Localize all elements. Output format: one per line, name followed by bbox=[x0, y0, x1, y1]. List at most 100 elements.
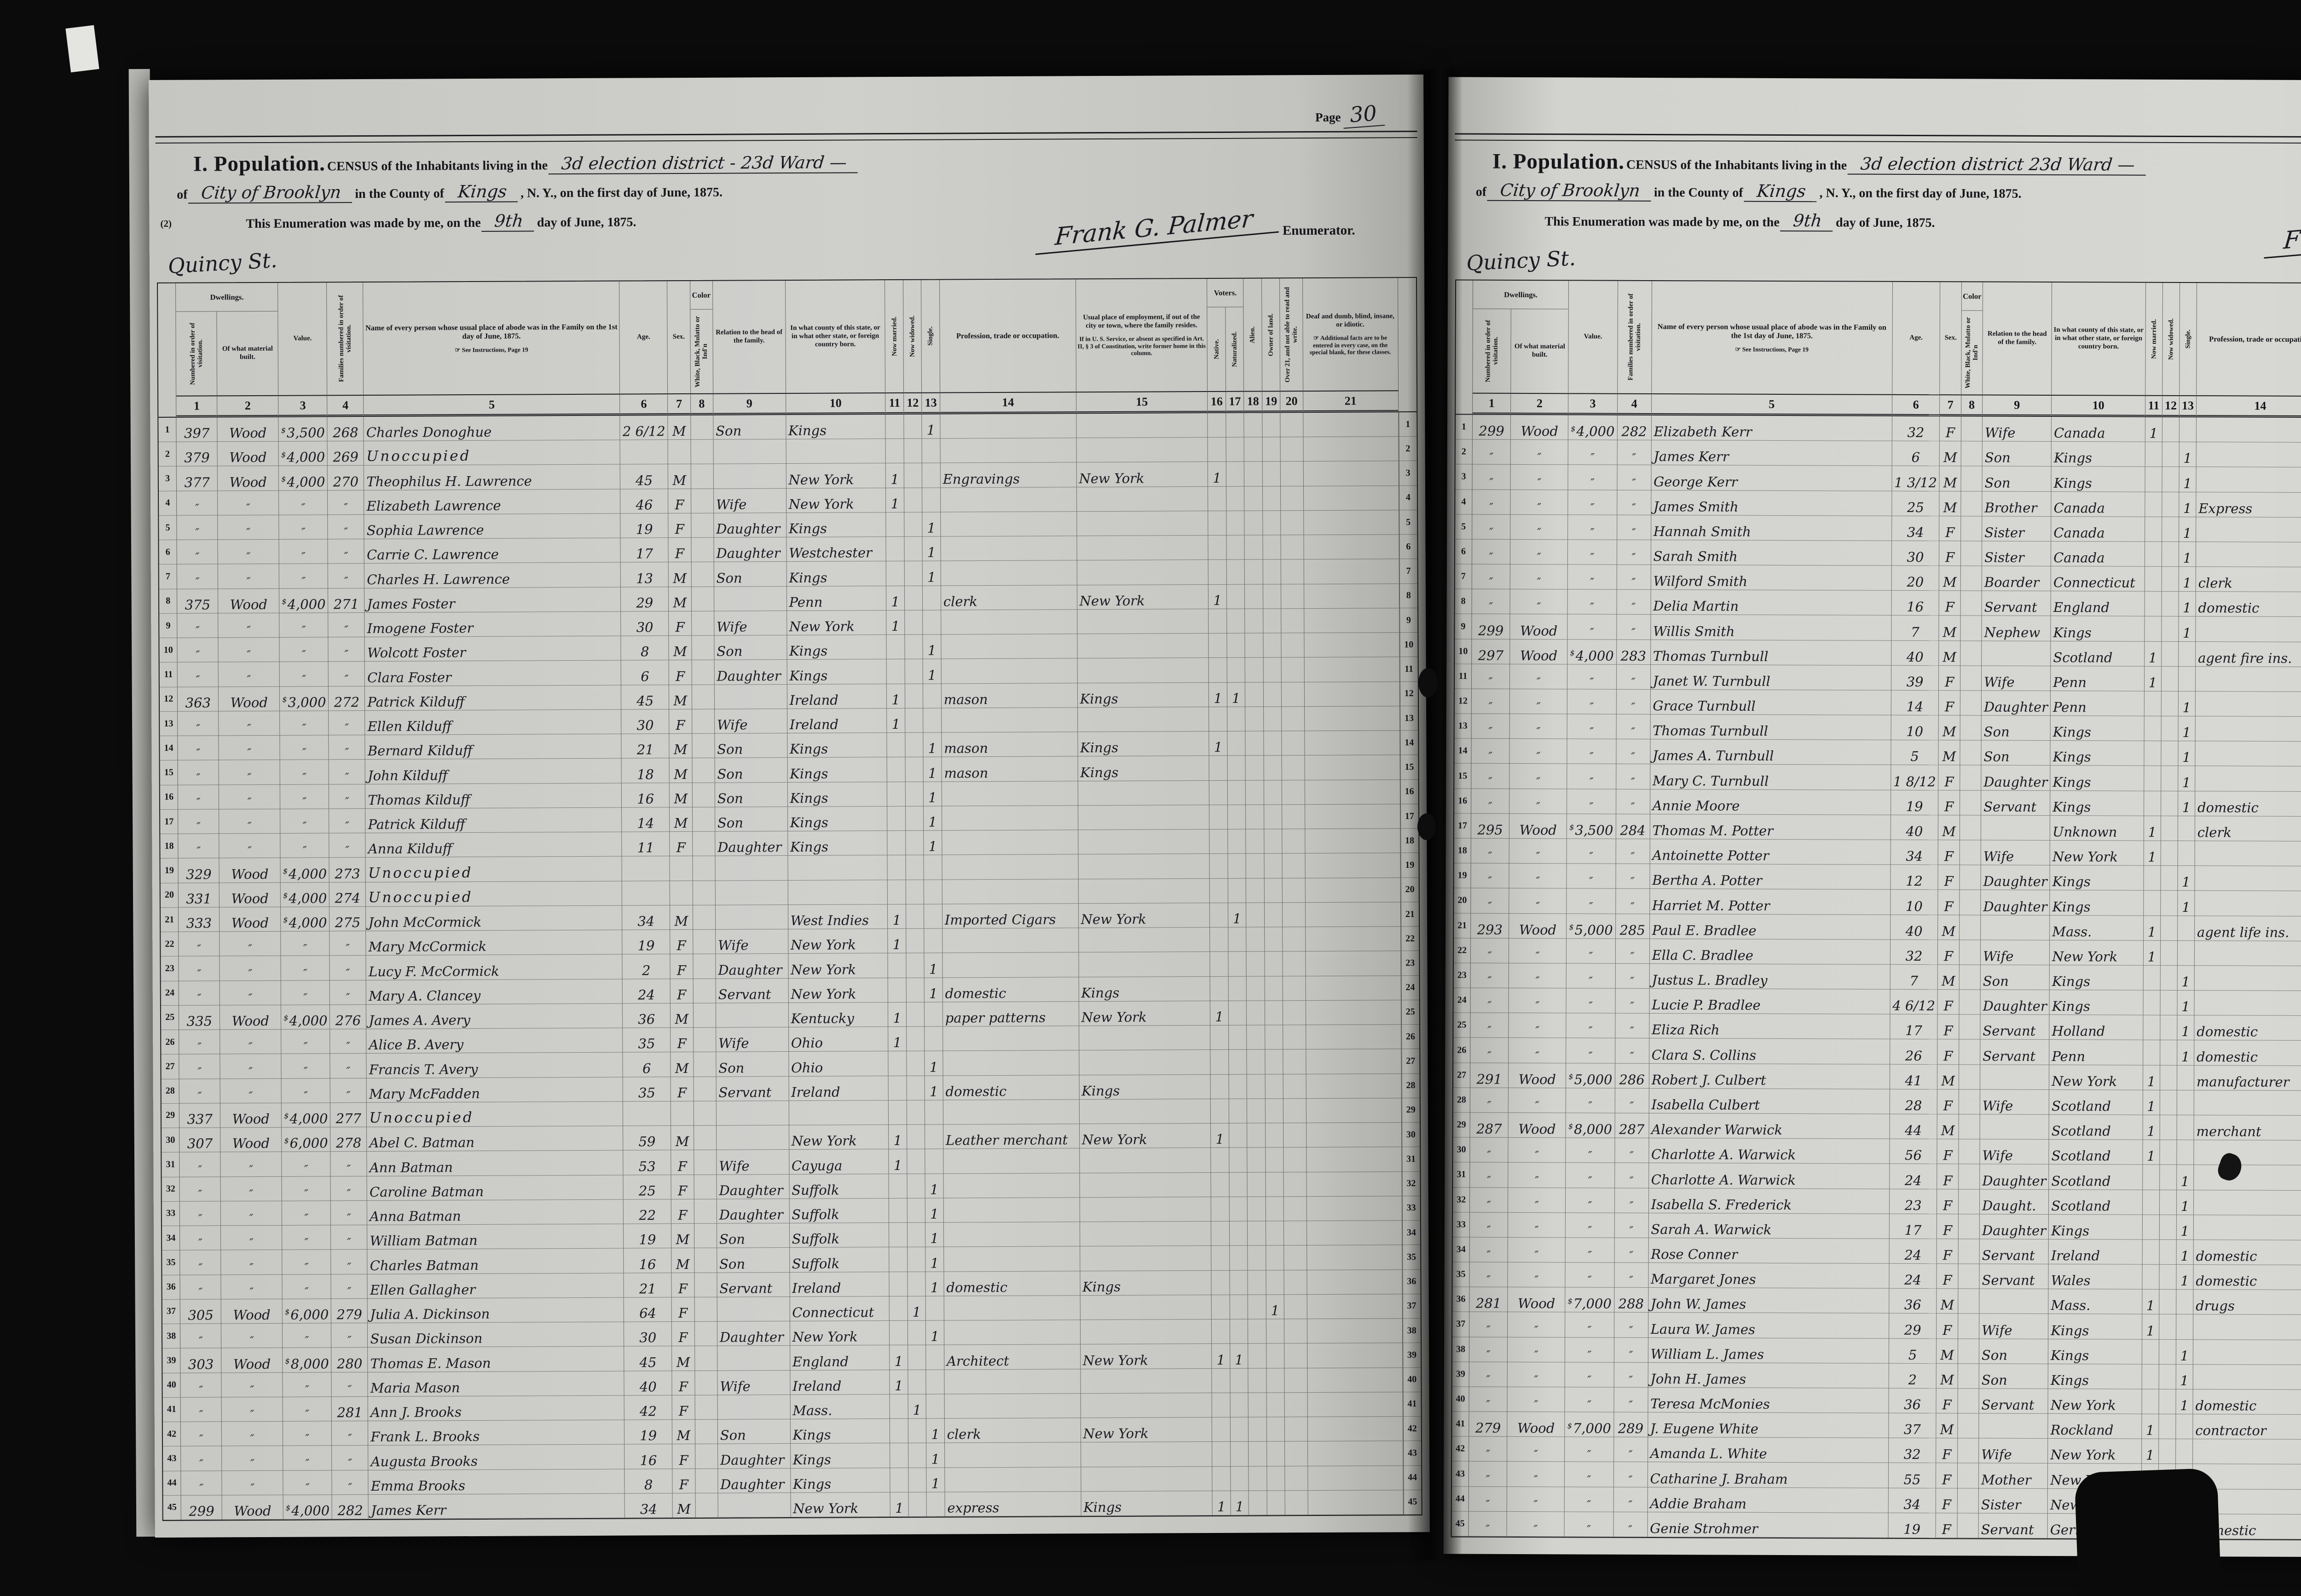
table-cell bbox=[1263, 535, 1281, 560]
table-cell: 1 bbox=[924, 978, 943, 1003]
table-cell: Daughter bbox=[717, 1174, 790, 1199]
table-cell: ″ bbox=[281, 1029, 330, 1054]
table-cell: 275 bbox=[330, 906, 366, 932]
table-cell bbox=[1226, 560, 1245, 585]
handwritten-entry: 1 bbox=[930, 1279, 939, 1296]
handwritten-entry: 1 bbox=[2183, 475, 2192, 491]
column-header-label: ☞ See Instructions, Page 19 bbox=[1735, 346, 1809, 353]
table-cell: ″ bbox=[177, 491, 218, 516]
handwritten-entry: ″ bbox=[1535, 999, 1540, 1013]
row-number: 1 bbox=[158, 417, 177, 443]
handwritten-entry: New York bbox=[788, 496, 854, 512]
column-number: 18 bbox=[1244, 392, 1263, 413]
handwritten-entry: 282 bbox=[1621, 423, 1647, 440]
column-number: 5 bbox=[1651, 394, 1892, 416]
table-cell bbox=[1283, 1172, 1307, 1197]
table-cell bbox=[789, 1100, 889, 1126]
handwritten-entry: Daughter bbox=[717, 839, 782, 856]
table-cell: 19 bbox=[1888, 1513, 1937, 1538]
handwritten-entry: ″ bbox=[1590, 700, 1594, 714]
handwritten-entry: F bbox=[676, 717, 685, 733]
handwritten-entry: Kings bbox=[1082, 1279, 1121, 1295]
table-cell: ″ bbox=[1567, 664, 1617, 690]
cell-name: Clara S. Collins bbox=[1649, 1038, 1890, 1065]
handwritten-entry: ″ bbox=[1628, 1473, 1633, 1487]
table-cell: ″ bbox=[1509, 1038, 1567, 1063]
handwritten-entry: $5,000 bbox=[1568, 1072, 1613, 1088]
table-cell bbox=[1244, 413, 1263, 438]
column-header-label: Value. bbox=[1584, 333, 1602, 340]
handwritten-entry: ″ bbox=[1629, 1224, 1634, 1237]
handwritten-entry: 44 bbox=[1905, 1123, 1922, 1139]
handwritten-entry: domestic bbox=[2195, 1398, 2257, 1414]
row-number: 42 bbox=[162, 1422, 181, 1447]
handwritten-entry: 21 bbox=[636, 742, 654, 758]
table-cell: 14 bbox=[622, 807, 670, 832]
table-cell: 1 bbox=[1231, 1491, 1249, 1515]
column-header-label: Profession, trade or occupation. bbox=[2209, 334, 2301, 344]
table-cell: Kings bbox=[2048, 1214, 2143, 1240]
table-cell: 1 bbox=[1208, 462, 1226, 487]
table-cell: Westchester bbox=[786, 537, 887, 562]
table-cell: 7 bbox=[1890, 964, 1938, 990]
column-header-label: Numbered in order of visitation. bbox=[189, 323, 204, 385]
table-cell bbox=[1228, 854, 1247, 879]
column-header-label: Sex. bbox=[1944, 334, 1957, 342]
table-cell bbox=[1281, 584, 1304, 609]
handwritten-entry: ″ bbox=[1587, 1324, 1592, 1337]
table-cell: ″ bbox=[179, 1176, 221, 1202]
row-number: 18 bbox=[160, 834, 179, 859]
table-cell: 40 bbox=[624, 1371, 672, 1396]
table-cell bbox=[2194, 1165, 2301, 1191]
handwritten-entry: M bbox=[673, 570, 687, 586]
table-cell: $4,000 bbox=[279, 588, 329, 613]
handwritten-entry: Patrick Kilduff bbox=[367, 693, 465, 710]
handwritten-entry: ″ bbox=[247, 673, 251, 686]
table-cell: ″ bbox=[331, 1225, 368, 1250]
table-cell bbox=[1980, 1114, 2049, 1140]
table-cell: F bbox=[671, 1297, 695, 1322]
table-cell: ″ bbox=[177, 638, 219, 663]
table-cell: Connecticut bbox=[2051, 566, 2145, 592]
table-cell bbox=[922, 463, 941, 488]
table-cell bbox=[1209, 707, 1228, 732]
table-cell bbox=[1211, 1074, 1229, 1099]
table-cell: 1 bbox=[2145, 417, 2162, 443]
table-cell bbox=[1263, 707, 1282, 732]
column-header-label: Native. bbox=[1213, 339, 1220, 359]
handwritten-entry: ″ bbox=[1631, 601, 1636, 614]
handwritten-entry: 64 bbox=[639, 1305, 657, 1321]
table-cell bbox=[2160, 1115, 2177, 1141]
table-cell: ″ bbox=[219, 833, 281, 858]
handwritten-entry: 268 bbox=[333, 425, 358, 441]
table-cell: M bbox=[668, 464, 691, 489]
cell-name: Sarah Smith bbox=[1651, 540, 1892, 566]
handwritten-entry: 40 bbox=[639, 1379, 657, 1395]
table-cell bbox=[1080, 1319, 1212, 1345]
handwritten-entry: 10 bbox=[1906, 724, 1924, 740]
table-cell bbox=[1264, 731, 1282, 756]
handwritten-entry: ″ bbox=[197, 1089, 202, 1103]
cell-name: Teresa McMonies bbox=[1648, 1387, 1889, 1413]
table-cell bbox=[2144, 741, 2162, 766]
column-header-label: Dwellings. bbox=[210, 292, 244, 302]
table-cell: 291 bbox=[1470, 1063, 1509, 1088]
handwritten-entry: 291 bbox=[1476, 1071, 1502, 1087]
column-number: 8 bbox=[1961, 395, 1983, 417]
table-cell bbox=[907, 1076, 925, 1100]
table-cell: ″ bbox=[1507, 1387, 1565, 1412]
table-cell: Kings bbox=[786, 635, 887, 660]
gutter-header bbox=[158, 283, 177, 418]
table-cell: 4 6/12 bbox=[1890, 989, 1938, 1015]
handwritten-entry: ″ bbox=[1534, 1273, 1539, 1287]
group-header-voters: Voters. bbox=[1207, 278, 1244, 308]
table-cell: 1 bbox=[2178, 866, 2195, 891]
table-cell bbox=[1244, 511, 1263, 536]
handwritten-entry: New York bbox=[2050, 1397, 2116, 1413]
handwritten-entry: ″ bbox=[1537, 476, 1542, 489]
handwritten-entry: 36 bbox=[1904, 1397, 1921, 1413]
table-cell: 1 bbox=[925, 1272, 944, 1296]
handwritten-entry: ″ bbox=[1590, 725, 1594, 738]
column-number: 10 bbox=[786, 393, 886, 415]
table-cell: Mass. bbox=[790, 1394, 890, 1420]
